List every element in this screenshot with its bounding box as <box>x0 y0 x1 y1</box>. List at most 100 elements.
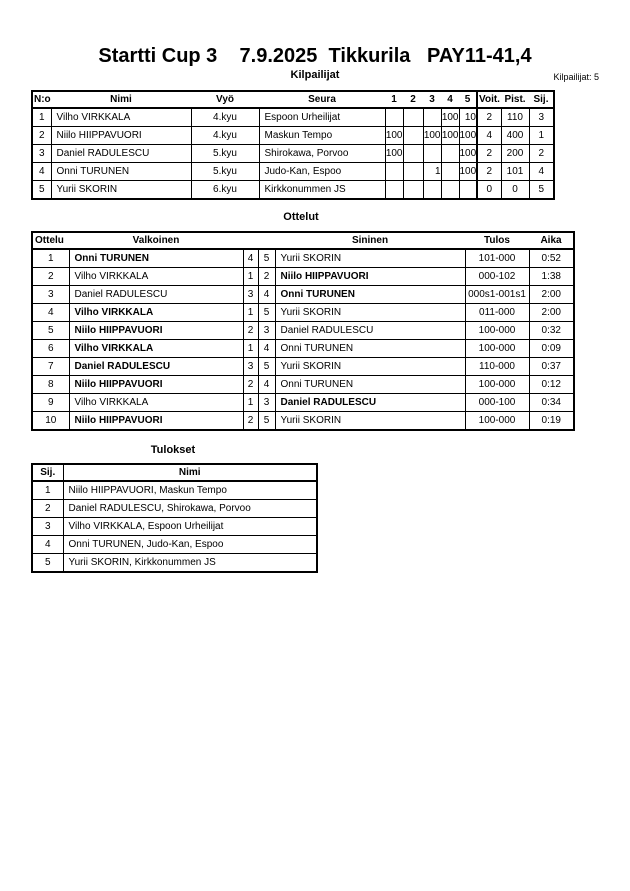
header-seura: Seura <box>259 91 385 109</box>
cell-time: 0:32 <box>528 321 575 340</box>
competitor-row: 2 Niilo HIIPPAVUORI 4.kyu Maskun Tempo 100 10… <box>31 126 555 145</box>
cell-blue: Daniel RADULESCU <box>274 321 466 340</box>
cell-name-club: Yurii SKORIN, Kirkkonummen JS <box>62 553 318 573</box>
cell-name-club: Onni TURUNEN, Judo-Kan, Espoo <box>62 535 318 554</box>
competitor-row: 5 Yurii SKORIN 6.kyu Kirkkonummen JS 0 0 5 <box>31 180 555 200</box>
header-nimi: Nimi <box>63 464 317 482</box>
cell-rank: 3 <box>31 517 64 536</box>
cell-wn: 2 <box>242 375 259 394</box>
cell-sij: 1 <box>528 126 555 145</box>
cell-r1 <box>384 107 404 127</box>
competitor-count: Kilpailijat: 5 <box>553 72 599 82</box>
header-sij: Sij. <box>32 464 64 482</box>
cell-pist: 200 <box>500 144 530 163</box>
competitor-row: 1 Vilho VIRKKALA 4.kyu Espoon Urheilijat 100… <box>31 107 555 127</box>
result-row: 3 Vilho VIRKKALA, Espoon Urheilijat <box>31 517 318 536</box>
cell-r1 <box>384 180 404 200</box>
cell-nimi: Daniel RADULESCU <box>50 144 192 163</box>
cell-vyo: 5.kyu <box>190 162 260 181</box>
result-row: 4 Onni TURUNEN, Judo-Kan, Espoo <box>31 535 318 554</box>
cell-no: 10 <box>31 411 70 431</box>
cell-no: 5 <box>31 180 52 200</box>
header-sij: Sij. <box>529 91 554 109</box>
cell-r5: 100 <box>458 126 478 145</box>
cell-rank: 5 <box>31 553 64 573</box>
cell-blue: Yurii SKORIN <box>274 357 466 376</box>
header-r3: 3 <box>423 91 441 109</box>
cell-voit: 2 <box>476 107 502 127</box>
cell-time: 0:09 <box>528 339 575 358</box>
matches-heading: Ottelut <box>283 211 319 223</box>
cell-no: 2 <box>31 267 70 286</box>
cell-sij: 3 <box>528 107 555 127</box>
cell-no: 1 <box>31 107 52 127</box>
match-row: 8 Niilo HIIPPAVUORI 2 4 Onni TURUNEN 100-000 0… <box>31 375 575 394</box>
cell-name-club: Daniel RADULESCU, Shirokawa, Porvoo <box>62 499 318 518</box>
header-ottelu: Ottelu <box>32 232 69 250</box>
header-sininen: Sininen <box>275 232 465 250</box>
cell-vyo: 4.kyu <box>190 107 260 127</box>
cell-wn: 2 <box>242 411 259 431</box>
cell-seura: Kirkkonummen JS <box>258 180 386 200</box>
cell-nimi: Onni TURUNEN <box>50 162 192 181</box>
match-row: 2 Vilho VIRKKALA 1 2 Niilo HIIPPAVUORI 000-10… <box>31 267 575 286</box>
cell-bn: 5 <box>257 303 276 322</box>
header-aika: Aika <box>529 232 574 250</box>
header-valkoinen: Valkoinen <box>69 232 243 250</box>
cell-no: 2 <box>31 126 52 145</box>
cell-result: 100-000 <box>464 339 530 358</box>
cell-result: 101-000 <box>464 248 530 268</box>
cell-time: 0:37 <box>528 357 575 376</box>
cell-bn: 5 <box>257 411 276 431</box>
cell-bn: 3 <box>257 393 276 412</box>
cell-r2 <box>402 144 424 163</box>
cell-wn: 3 <box>242 357 259 376</box>
cell-r4 <box>440 180 460 200</box>
cell-r4 <box>440 144 460 163</box>
cell-r4 <box>440 162 460 181</box>
cell-r1: 100 <box>384 126 404 145</box>
header-vyo: Vyö <box>191 91 259 109</box>
cell-no: 4 <box>31 162 52 181</box>
cell-r3: 100 <box>422 126 442 145</box>
cell-r3: 1 <box>422 162 442 181</box>
cell-result: 000-100 <box>464 393 530 412</box>
cell-white: Vilho VIRKKALA <box>68 393 244 412</box>
cell-white: Niilo HIIPPAVUORI <box>68 375 244 394</box>
cell-rank: 4 <box>31 535 64 554</box>
header-r1: 1 <box>385 91 403 109</box>
cell-nimi: Yurii SKORIN <box>50 180 192 200</box>
cell-seura: Judo-Kan, Espoo <box>258 162 386 181</box>
cell-no: 9 <box>31 393 70 412</box>
cell-time: 0:34 <box>528 393 575 412</box>
competitors-heading: Kilpailijat <box>290 69 340 81</box>
cell-rank: 1 <box>31 480 64 500</box>
cell-white: Vilho VIRKKALA <box>68 339 244 358</box>
cell-voit: 2 <box>476 162 502 181</box>
match-row: 4 Vilho VIRKKALA 1 5 Yurii SKORIN 011-000 2:00 <box>31 303 575 322</box>
results-table: Sij. Nimi 1 Niilo HIIPPAVUORI, Maskun Tem… <box>31 463 318 573</box>
match-row: 6 Vilho VIRKKALA 1 4 Onni TURUNEN 100-000 0:09 <box>31 339 575 358</box>
cell-nimi: Vilho VIRKKALA <box>50 107 192 127</box>
cell-no: 7 <box>31 357 70 376</box>
cell-wn: 1 <box>242 267 259 286</box>
results-heading: Tulokset <box>150 444 196 456</box>
match-row: 9 Vilho VIRKKALA 1 3 Daniel RADULESCU 000-100… <box>31 393 575 412</box>
cell-seura: Maskun Tempo <box>258 126 386 145</box>
cell-wn: 1 <box>242 393 259 412</box>
match-row: 10 Niilo HIIPPAVUORI 2 5 Yurii SKORIN 100-000… <box>31 411 575 431</box>
cell-pist: 101 <box>500 162 530 181</box>
cell-white: Daniel RADULESCU <box>68 357 244 376</box>
cell-white: Niilo HIIPPAVUORI <box>68 321 244 340</box>
cell-no: 5 <box>31 321 70 340</box>
cell-no: 4 <box>31 303 70 322</box>
cell-bn: 4 <box>257 339 276 358</box>
result-row: 2 Daniel RADULESCU, Shirokawa, Porvoo <box>31 499 318 518</box>
cell-bn: 3 <box>257 321 276 340</box>
cell-result: 110-000 <box>464 357 530 376</box>
cell-white: Niilo HIIPPAVUORI <box>68 411 244 431</box>
cell-no: 6 <box>31 339 70 358</box>
page-title: Startti Cup 3 7.9.2025 Tikkurila PAY11-4… <box>98 45 532 67</box>
result-row: 1 Niilo HIIPPAVUORI, Maskun Tempo <box>31 480 318 500</box>
cell-blue: Yurii SKORIN <box>274 248 466 268</box>
